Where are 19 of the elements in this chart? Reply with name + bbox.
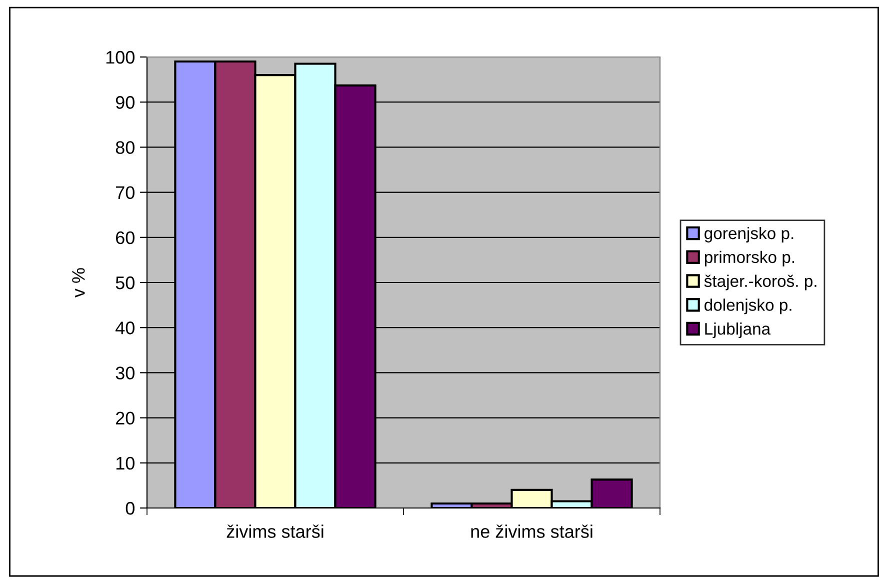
y-axis-title: v %: [72, 268, 85, 298]
legend-label: gorenjsko p.: [704, 226, 794, 242]
legend-label: primorsko p.: [704, 250, 794, 266]
y-tick-label: 20: [116, 412, 134, 425]
legend-label: štajer.-koroš. p.: [704, 274, 816, 290]
y-tick-label: 70: [116, 186, 134, 200]
y-tick-label: 100: [106, 50, 134, 64]
y-tick-label: 60: [116, 231, 134, 244]
y-tick-label: 0: [126, 502, 134, 515]
y-tick-label: 80: [116, 141, 134, 154]
y-tick-label: 50: [116, 276, 134, 290]
y-tick-label: 40: [116, 322, 134, 334]
legend-label: dolenjsko p.: [704, 298, 792, 314]
y-tick-label: 10: [116, 456, 134, 470]
x-tick-label: živims starši: [226, 524, 324, 538]
y-tick-label: 30: [116, 366, 134, 380]
y-tick-label: 90: [116, 96, 134, 109]
legend-label: Ljubljana: [705, 322, 771, 338]
x-tick-label: ne živims starši: [471, 524, 592, 538]
